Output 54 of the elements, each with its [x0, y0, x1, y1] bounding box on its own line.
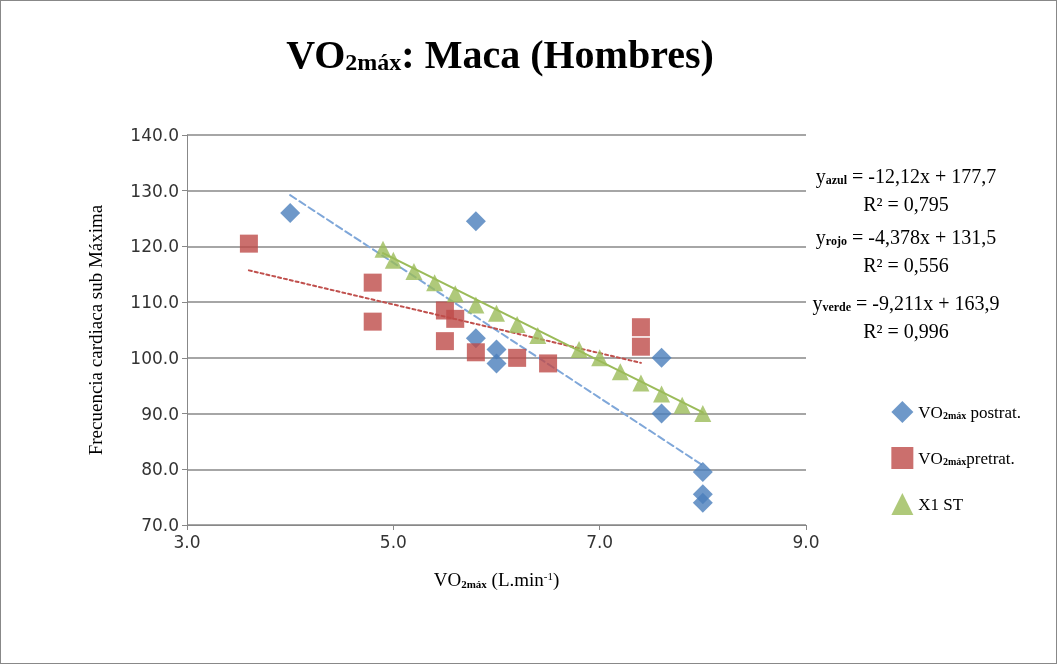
text: R² = 0,556	[863, 254, 949, 276]
point	[435, 332, 454, 351]
point	[467, 296, 485, 314]
point	[651, 403, 672, 424]
point	[653, 385, 671, 403]
point	[384, 251, 402, 269]
x-tick-label: 5.0	[379, 531, 407, 552]
point	[405, 263, 423, 280]
y-tick-label: 100.0	[130, 347, 179, 368]
point	[651, 347, 672, 368]
x-tick-label: 7.0	[586, 531, 614, 552]
text: R² = 0,795	[863, 193, 949, 215]
legend-label: VO2máx postrat.	[918, 402, 1022, 422]
legend-label: X1 ST	[918, 494, 964, 514]
point	[673, 396, 691, 414]
point	[363, 312, 382, 331]
point	[692, 462, 713, 483]
text: yverde = -9,211x + 163,9	[812, 292, 1000, 315]
point	[508, 348, 527, 367]
point	[631, 337, 650, 356]
y-tick-label: 120.0	[130, 236, 179, 257]
point	[529, 327, 547, 345]
x-tick-label: 9.0	[792, 531, 820, 552]
y-tick-label: 110.0	[130, 292, 179, 313]
point	[239, 234, 258, 253]
y-tick-label: 140.0	[130, 125, 179, 145]
point	[508, 315, 526, 333]
legend-label: VO2máxpretrat.	[918, 448, 1015, 468]
y-axis-title: Frecuencia cardiaca sub Máxima	[85, 204, 106, 456]
y-tick-label: 130.0	[130, 180, 179, 201]
y-tick-label: 90.0	[141, 403, 179, 424]
point	[632, 374, 650, 392]
point	[488, 304, 505, 322]
point	[466, 343, 485, 362]
y-tick-label: 80.0	[141, 459, 179, 480]
point	[486, 353, 507, 374]
point	[591, 349, 609, 367]
point	[446, 285, 464, 303]
point	[280, 203, 301, 223]
point	[539, 354, 558, 373]
chart-title: VO2máx: Maca (Hombres)	[286, 31, 714, 77]
text: yrojo = -4,378x + 131,5	[815, 226, 997, 249]
point	[446, 309, 465, 328]
point	[374, 240, 392, 258]
text: R² = 0,996	[863, 320, 949, 342]
text: yazul = -12,12x + 177,7	[815, 165, 997, 188]
point	[692, 492, 713, 513]
point	[465, 211, 486, 232]
point	[611, 363, 629, 381]
point	[363, 273, 382, 292]
point	[631, 318, 650, 337]
point	[694, 405, 712, 423]
point	[570, 341, 588, 358]
point	[426, 274, 444, 292]
